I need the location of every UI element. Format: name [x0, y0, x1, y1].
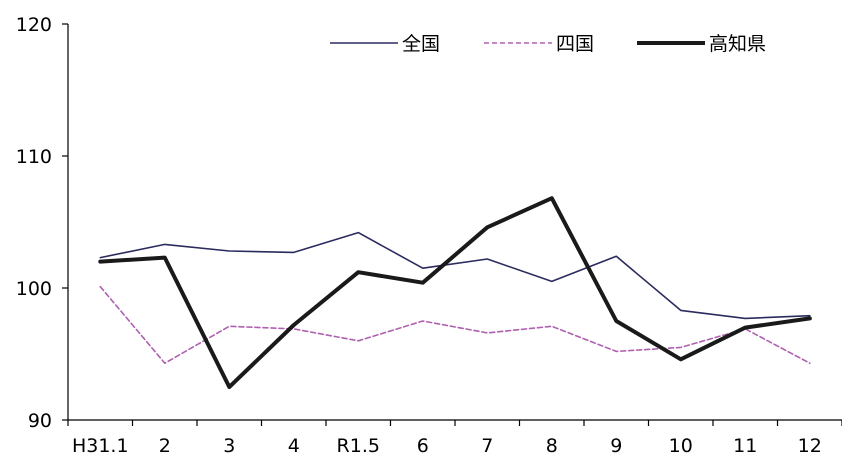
- y-tick-label: 100: [16, 278, 52, 300]
- x-axis-ticks: H31.1 2 3 4 R1.5 6 7 8 9 10 11 12: [67, 420, 842, 457]
- x-tick-label: 8: [546, 435, 558, 457]
- legend-label-shikoku: 四国: [556, 33, 594, 55]
- x-tick-label: 11: [733, 435, 757, 457]
- series-line-2: [98, 196, 812, 389]
- series-line-1: [99, 285, 811, 365]
- legend-label-national: 全国: [402, 33, 440, 55]
- y-tick-label: 90: [28, 410, 52, 432]
- axes: [67, 24, 842, 421]
- x-tick-label: H31.1: [72, 435, 129, 457]
- legend-item-shikoku: 四国: [484, 33, 594, 55]
- x-tick-label: 2: [159, 435, 171, 457]
- legend-item-national: 全国: [330, 33, 440, 55]
- legend-item-kochi: 高知県: [637, 33, 766, 55]
- x-tick-label: 4: [288, 435, 300, 457]
- legend: 全国 四国 高知県: [330, 33, 766, 55]
- x-tick-label: 7: [481, 435, 493, 457]
- series-layer: [98, 196, 812, 389]
- x-tick-label: 10: [669, 435, 693, 457]
- x-tick-label: 3: [223, 435, 235, 457]
- x-tick-label: 9: [610, 435, 622, 457]
- y-tick-label: 110: [16, 146, 52, 168]
- y-axis-ticks: 90 100 110 120: [16, 14, 68, 432]
- series-line-0: [99, 231, 811, 320]
- y-tick-label: 120: [16, 14, 52, 36]
- x-tick-label: 6: [417, 435, 429, 457]
- x-tick-label: 12: [798, 435, 822, 457]
- x-tick-label: R1.5: [337, 435, 380, 457]
- legend-label-kochi: 高知県: [709, 33, 766, 55]
